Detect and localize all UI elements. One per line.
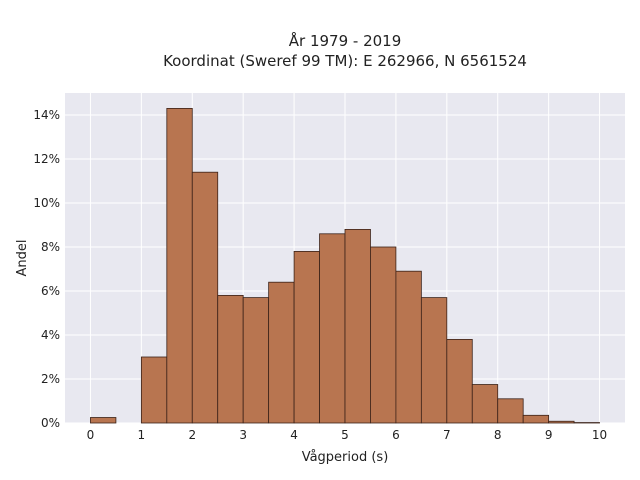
x-tick-label: 9 xyxy=(545,428,553,442)
x-tick-label: 2 xyxy=(188,428,196,442)
axis-ticks: 0% 2% 4% 6% 8% 10% 12% 14% 0 1 2 3 4 5 6 7 8 9 10 xyxy=(33,108,607,442)
histogram-bar xyxy=(140,356,168,424)
histogram-bar xyxy=(395,270,422,424)
y-tick-label: 8% xyxy=(41,240,60,254)
x-tick-label: 6 xyxy=(392,428,400,442)
histogram-bar xyxy=(420,297,448,424)
histogram-bar xyxy=(497,398,524,424)
histogram-bar xyxy=(344,228,371,424)
x-tick-label: 1 xyxy=(138,428,146,442)
histogram-bar xyxy=(446,338,473,424)
histogram-bar xyxy=(268,281,295,424)
x-axis-label: Vågperiod (s) xyxy=(302,450,389,465)
histogram-bar xyxy=(242,297,270,424)
x-tick-label: 8 xyxy=(494,428,502,442)
histogram-bar xyxy=(522,414,550,424)
x-tick-label: 7 xyxy=(443,428,451,442)
histogram-bar xyxy=(319,233,346,424)
x-tick-label: 4 xyxy=(290,428,298,442)
histogram-bar xyxy=(90,417,117,424)
chart-title-line-2: Koordinat (Sweref 99 TM): E 262966, N 65… xyxy=(163,52,527,70)
chart-title-line-1: År 1979 - 2019 xyxy=(289,31,402,50)
x-tick-label: 0 xyxy=(87,428,95,442)
y-tick-label: 12% xyxy=(33,152,60,166)
histogram-bar xyxy=(471,384,499,424)
y-tick-label: 0% xyxy=(41,416,60,430)
histogram-bar xyxy=(191,171,219,424)
y-tick-label: 6% xyxy=(41,284,60,298)
y-tick-label: 2% xyxy=(41,372,60,386)
histogram-bar xyxy=(293,250,320,424)
x-tick-label: 3 xyxy=(239,428,247,442)
y-tick-label: 10% xyxy=(33,196,60,210)
y-tick-label: 14% xyxy=(33,108,60,122)
y-axis-label: Andel xyxy=(15,240,30,277)
x-tick-label: 5 xyxy=(341,428,349,442)
histogram-bar xyxy=(370,246,397,424)
x-tick-label: 10 xyxy=(592,428,607,442)
histogram-bars xyxy=(90,108,600,424)
histogram-bar xyxy=(217,294,244,424)
histogram-bar xyxy=(166,108,193,424)
histogram-bar xyxy=(548,420,575,424)
y-tick-label: 4% xyxy=(41,328,60,342)
